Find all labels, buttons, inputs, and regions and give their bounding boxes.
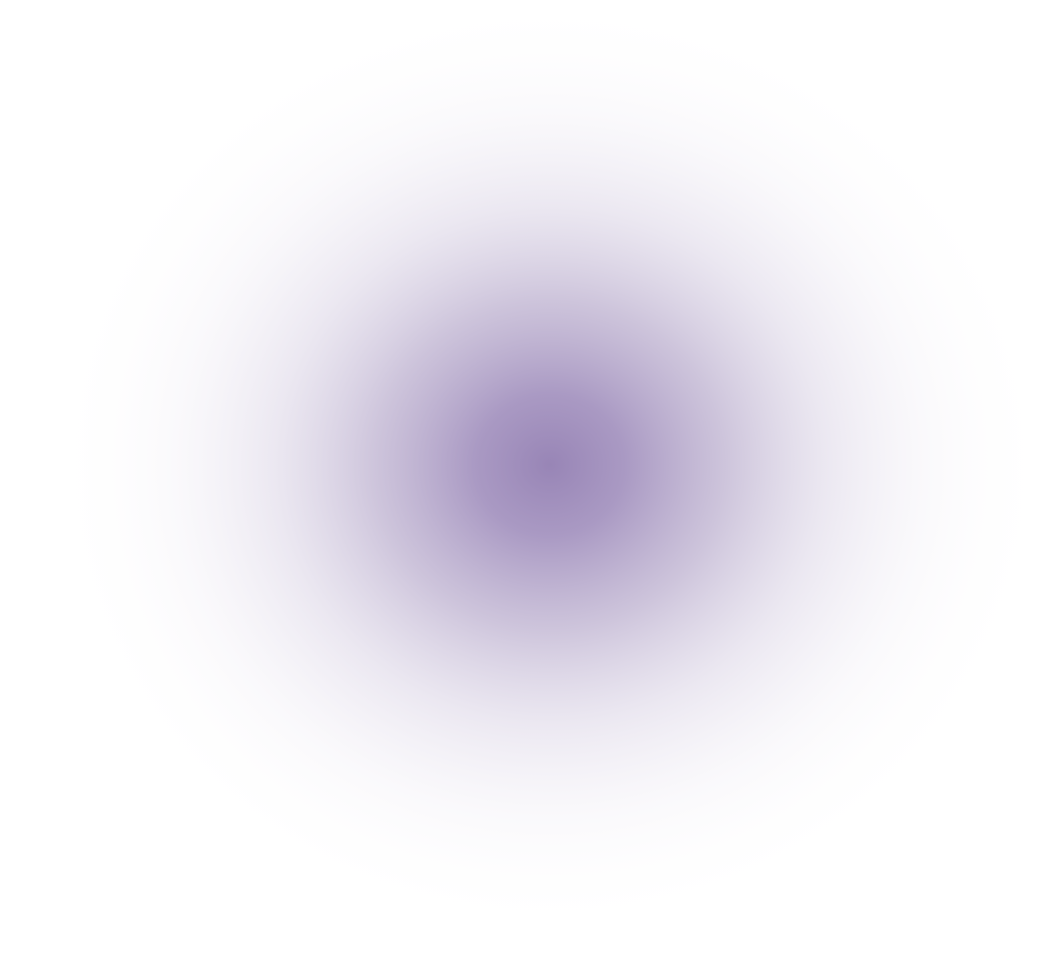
canvas — [0, 0, 1056, 958]
radial-glow — [0, 0, 1056, 958]
glow — [0, 0, 1056, 958]
